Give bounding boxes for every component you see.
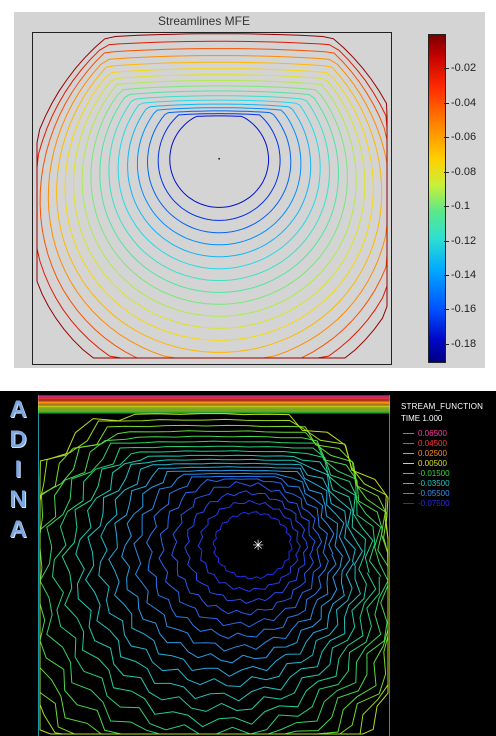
logo-letter: I: [14, 456, 22, 483]
legend-label: -0.07500: [418, 499, 450, 508]
legend-item: -0.01500: [401, 469, 496, 479]
colorbar-tick-label: -0.12: [451, 234, 477, 247]
colorbar-tick: [444, 102, 449, 104]
legend-item: -0.03500: [401, 479, 496, 489]
legend-item: 0.06500: [401, 429, 496, 439]
legend-item: -0.05500: [401, 489, 496, 499]
stream-function-contour: [39, 413, 389, 735]
legend-label: 0.02500: [418, 449, 447, 458]
stream-function-contour: [171, 481, 316, 616]
legend-swatch: [403, 443, 414, 444]
colorbar-tick: [444, 137, 449, 139]
legend-swatch: [403, 463, 414, 464]
stream-function-contour: [146, 475, 329, 639]
streamline-contour: [169, 115, 270, 208]
logo-letter: A: [9, 396, 27, 423]
streamline-contour: [108, 95, 330, 281]
legend-title: STREAM_FUNCTION: [401, 402, 484, 411]
colorbar-tick: [444, 240, 449, 242]
colorbar: [428, 34, 446, 363]
legend-item: 0.02500: [401, 449, 496, 459]
streamline-contour: [64, 68, 374, 341]
stream-function-contour: [212, 511, 293, 580]
stream-function-contour: [184, 490, 309, 604]
streamline-contour: [81, 80, 357, 317]
logo-letter: N: [9, 486, 27, 513]
streamline-contour: [146, 110, 292, 234]
colorbar-tick-label: -0.06: [451, 131, 477, 144]
legend-item: -0.07500: [401, 499, 496, 509]
legend-swatch: [403, 453, 414, 454]
colorbar-tick: [444, 274, 449, 276]
adina-logo: A D I N A: [4, 395, 32, 545]
streamline-contour: [99, 90, 339, 293]
streamline-contour: [36, 33, 388, 359]
logo-letter: A: [9, 516, 27, 543]
stream-function-contour: [121, 469, 344, 664]
vortex-center-point: [218, 157, 221, 160]
colorbar-tick-label: -0.04: [451, 96, 477, 109]
stream-function-contour: [39, 418, 389, 735]
mfe-plot-area: [32, 32, 392, 365]
logo-letter: D: [9, 426, 27, 453]
legend-label: 0.04500: [418, 439, 447, 448]
stream-function-contour: [51, 445, 382, 735]
legend-label: 0.00500: [418, 459, 447, 468]
colorbar-tick-label: -0.08: [451, 165, 477, 178]
chart-title: Streamlines MFE: [157, 14, 251, 28]
stream-function-contour: [108, 466, 351, 677]
streamline-contour: [157, 113, 281, 221]
adina-plot-area: ✳: [38, 395, 390, 736]
legend-swatch: [403, 433, 414, 434]
streamline-contour: [127, 103, 312, 258]
stream-function-contour: [197, 499, 301, 593]
adina-panel: A D I N A ✳ STREAM_FUNCTION TIME 1.000 0…: [0, 391, 496, 736]
streamline-contour: [47, 55, 388, 359]
legend-time: TIME 1.000: [401, 414, 443, 423]
legend-item: 0.00500: [401, 459, 496, 469]
mfe-contour-svg: [36, 33, 388, 359]
mfe-streamline-panel: Streamlines MFE -0.02 -0.04 -0.06 -0.08 -0.1…: [14, 12, 485, 368]
colorbar-tick-label: -0.14: [451, 268, 477, 281]
legend-label: -0.05500: [418, 489, 450, 498]
streamline-contour: [73, 74, 366, 329]
stream-function-contour: [133, 472, 337, 652]
legend-swatch: [403, 483, 414, 484]
adina-contour-svg: ✳: [38, 395, 390, 736]
streamline-contour: [117, 99, 321, 270]
legend-item: 0.04500: [401, 439, 496, 449]
colorbar-tick: [444, 68, 449, 70]
stream-function-contour: [39, 424, 389, 735]
stream-function-contour: [75, 454, 367, 712]
legend-label: -0.01500: [418, 469, 450, 478]
streamline-contour: [56, 61, 383, 353]
stream-function-contour: [98, 462, 356, 688]
colorbar-tick: [444, 171, 449, 173]
stream-function-contour: [158, 478, 323, 628]
streamline-contour: [90, 85, 348, 305]
colorbar-tick: [444, 343, 449, 345]
adina-legend: STREAM_FUNCTION TIME 1.000 0.06500 0.0450…: [401, 402, 496, 509]
legend-swatch: [403, 473, 414, 474]
legend-items: 0.06500 0.04500 0.02500 0.00500 -0.01500 -0.0…: [401, 429, 496, 509]
colorbar-tick-label: -0.18: [451, 337, 477, 350]
legend-swatch: [403, 503, 414, 504]
colorbar-tick-label: -0.02: [451, 62, 477, 75]
streamline-contour: [39, 48, 388, 359]
stream-function-contour: [85, 458, 363, 702]
legend-label: 0.06500: [418, 429, 447, 438]
colorbar-tick-label: -0.16: [451, 303, 477, 316]
colorbar-tick-label: -0.1: [451, 200, 470, 213]
colorbar-tick: [444, 206, 449, 208]
vortex-center-marker: ✳: [252, 538, 264, 554]
streamline-contour: [136, 107, 302, 246]
legend-label: -0.03500: [418, 479, 450, 488]
legend-swatch: [403, 493, 414, 494]
colorbar-tick: [444, 309, 449, 311]
stream-function-contour: [61, 450, 377, 728]
